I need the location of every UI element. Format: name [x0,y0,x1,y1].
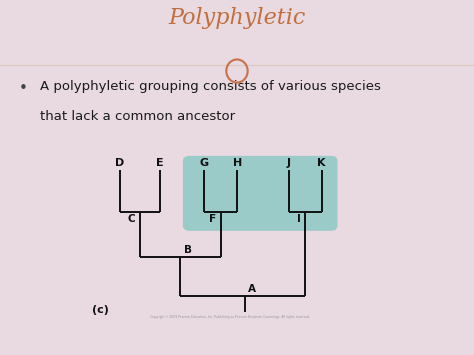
Text: J: J [287,158,291,168]
Text: D: D [115,158,124,168]
Text: •: • [19,81,28,96]
FancyBboxPatch shape [183,156,337,231]
Text: (c): (c) [92,305,109,315]
Text: A: A [247,284,255,294]
Text: that lack a common ancestor: that lack a common ancestor [40,110,236,123]
Text: I: I [297,214,301,224]
Text: E: E [156,158,164,168]
Text: Copyright © 2009 Pearson Education, Inc. Publishing as Pearson Benjamin Cummings: Copyright © 2009 Pearson Education, Inc.… [150,315,310,319]
Text: F: F [209,214,216,224]
Text: B: B [184,245,192,255]
Text: K: K [318,158,326,168]
Text: H: H [233,158,242,168]
Text: G: G [200,158,209,168]
Text: C: C [128,214,136,224]
Text: A polyphyletic grouping consists of various species: A polyphyletic grouping consists of vari… [40,80,381,93]
Text: Polyphyletic: Polyphyletic [168,7,306,29]
